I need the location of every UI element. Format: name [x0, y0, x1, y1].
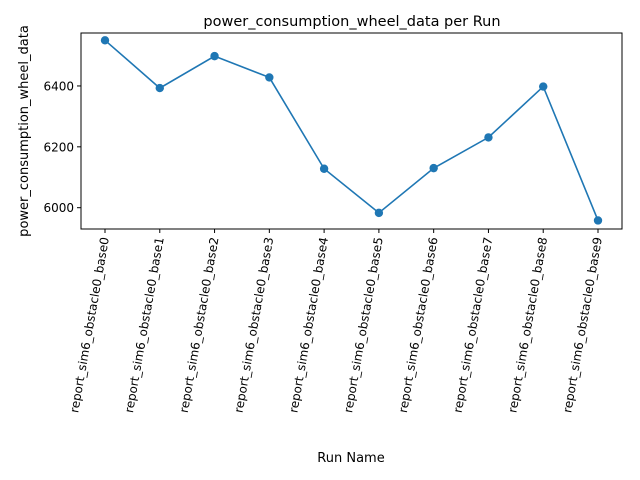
data-point: [210, 51, 219, 61]
x-tick-label: report_sim6_obstacle0_base9: [560, 236, 605, 414]
x-tick-label: report_sim6_obstacle0_base3: [232, 236, 277, 414]
data-point: [100, 36, 110, 45]
data-point: [429, 163, 438, 173]
data-point: [539, 82, 548, 91]
y-axis: 6000 6200 6400: [43, 79, 81, 215]
chart-title: power_consumption_wheel_data per Run: [203, 14, 500, 30]
x-tick-label: report_sim6_obstacle0_base6: [396, 236, 441, 414]
x-axis-label: Run Name: [317, 451, 384, 466]
x-tick-label: report_sim6_obstacle0_base4: [286, 236, 331, 414]
data-point: [155, 83, 164, 93]
x-axis: report_sim6_obstacle0_base0 report_sim6_o…: [67, 229, 605, 414]
axes-frame: [80, 32, 623, 230]
x-tick-label: report_sim6_obstacle0_base0: [67, 236, 112, 414]
x-tick-label: report_sim6_obstacle0_base8: [505, 236, 550, 414]
data-point: [319, 164, 329, 173]
plot-area: [100, 36, 603, 225]
series-line: [104, 39, 599, 221]
y-tick-label: 6400: [43, 79, 74, 93]
x-tick-label: report_sim6_obstacle0_base1: [122, 236, 167, 414]
data-point: [374, 208, 384, 218]
data-point: [484, 133, 493, 142]
x-tick-label: report_sim6_obstacle0_base2: [177, 236, 222, 414]
y-tick-label: 6000: [43, 201, 74, 215]
x-tick-label: report_sim6_obstacle0_base7: [451, 236, 496, 414]
data-point: [593, 216, 603, 225]
y-axis-label: power_consumption_wheel_data: [17, 25, 32, 237]
data-point: [265, 73, 274, 82]
x-tick-label: report_sim6_obstacle0_base5: [341, 236, 386, 414]
y-tick-label: 6200: [43, 140, 74, 154]
